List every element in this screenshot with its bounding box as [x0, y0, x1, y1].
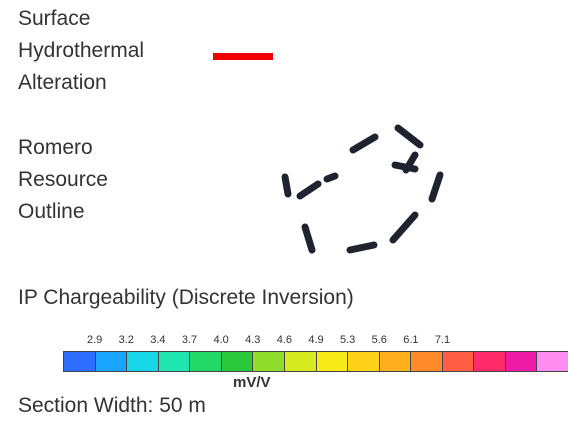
- resource-outline-symbol: [281, 124, 444, 254]
- outline-dash-6: [391, 161, 419, 173]
- colorbar-cell: [348, 352, 380, 371]
- colorbar-cell: [379, 352, 412, 371]
- colorbar-cell: [442, 352, 475, 371]
- colorbar-tick-label: 5.3: [339, 334, 356, 346]
- colorbar-cell: [474, 352, 506, 371]
- outline-dash-4: [296, 180, 322, 200]
- colorbar-tick-label: 4.3: [245, 334, 261, 346]
- colorbar-tick-label: 4.9: [308, 334, 324, 346]
- outline-dash-8: [301, 223, 316, 254]
- colorbar-cell: [127, 352, 159, 371]
- colorbar-tick-label: 2.9: [86, 334, 103, 346]
- colorbar-cell: [221, 352, 254, 371]
- colorbar-cell: [158, 352, 191, 371]
- chargeability-colorbar: [63, 351, 568, 372]
- outline-dash-3: [281, 173, 292, 198]
- colorbar-cell: [505, 352, 538, 371]
- colorbar-tick-label: 5.6: [371, 334, 387, 346]
- colorbar-cell: [190, 352, 222, 371]
- hydrothermal-alteration-swatch: [213, 53, 273, 60]
- colorbar-cell: [537, 352, 568, 371]
- resource-outline-label: Romero Resource Outline: [18, 136, 108, 223]
- colorbar-units: mV/V: [233, 374, 271, 391]
- colorbar-cell: [64, 352, 96, 371]
- colorbar-tick-labels: 2.9 3.2 3.4 3.7 4.0 4.3 4.6 4.9 5.3 5.6 6.1 7.1: [63, 334, 568, 350]
- outline-dash-9: [346, 241, 378, 254]
- outline-dash-10: [389, 211, 419, 244]
- colorbar-tick-label: 4.0: [213, 334, 229, 346]
- colorbar-tick-label: 4.6: [276, 334, 293, 346]
- colorbar-cell: [411, 352, 443, 371]
- ip-chargeability-title: IP Chargeability (Discrete Inversion): [18, 286, 354, 309]
- colorbar-cell: [316, 352, 349, 371]
- section-width-label: Section Width: 50 m: [18, 394, 206, 417]
- colorbar-tick-label: 3.4: [150, 334, 166, 346]
- colorbar-tick-label: 7.1: [434, 334, 451, 346]
- hydrothermal-alteration-label: Surface Hydrothermal Alteration: [18, 7, 145, 94]
- colorbar-cell: [253, 352, 285, 371]
- outline-dash-5: [323, 172, 339, 183]
- colorbar-cell: [95, 352, 128, 371]
- colorbar-tick-label: 3.2: [118, 334, 134, 346]
- colorbar-tick-label: 3.7: [181, 334, 198, 346]
- outline-dash-7: [428, 171, 444, 203]
- colorbar-cell: [284, 352, 317, 371]
- outline-dash-0: [349, 133, 379, 154]
- outline-dash-1: [394, 124, 424, 149]
- colorbar-tick-label: 6.1: [403, 334, 419, 346]
